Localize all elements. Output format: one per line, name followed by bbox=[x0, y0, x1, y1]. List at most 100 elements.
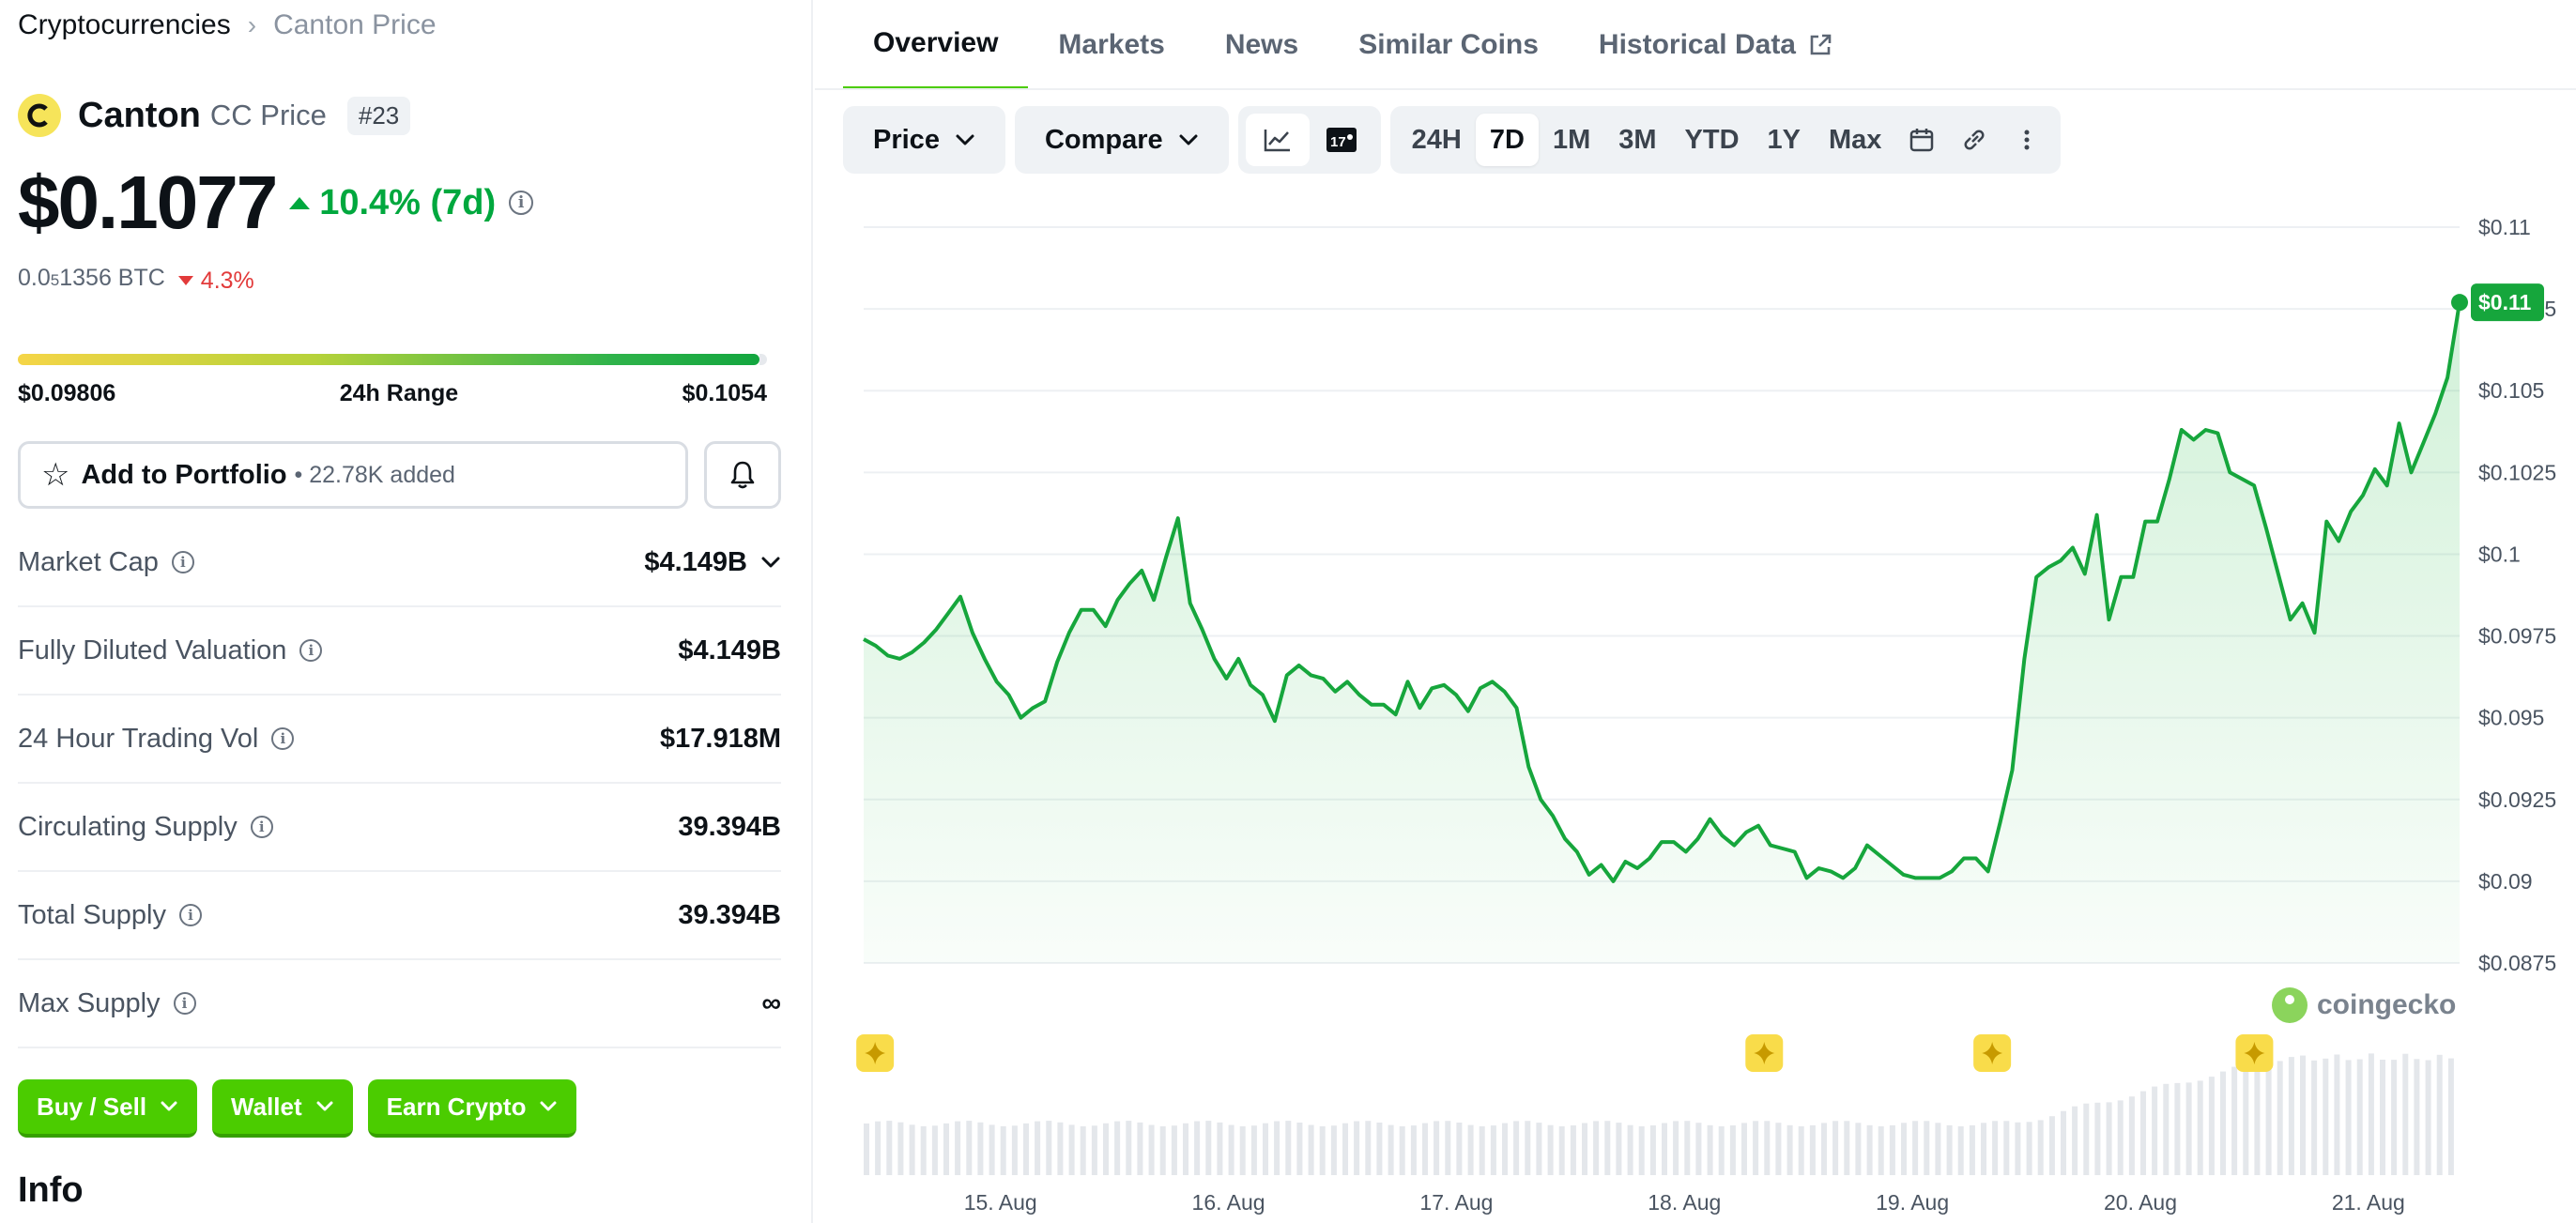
tab-overview[interactable]: Overview bbox=[843, 0, 1029, 90]
caret-down-icon bbox=[177, 276, 193, 285]
stat-value-text: 39.394B bbox=[678, 811, 781, 842]
x-tick-label: 20. Aug bbox=[2104, 1190, 2177, 1215]
range-7d[interactable]: 7D bbox=[1475, 114, 1539, 166]
event-star-marker[interactable] bbox=[1745, 1034, 1784, 1072]
volume-bar bbox=[886, 1121, 893, 1175]
chevron-down-icon[interactable] bbox=[760, 556, 781, 569]
tab-markets[interactable]: Markets bbox=[1028, 0, 1194, 90]
volume-bar bbox=[1786, 1124, 1793, 1175]
coin-rank-badge: #23 bbox=[346, 96, 411, 135]
earn-crypto-button[interactable]: Earn Crypto bbox=[367, 1079, 577, 1138]
share-link-button[interactable] bbox=[1948, 114, 2001, 166]
info-icon[interactable]: i bbox=[299, 639, 323, 662]
volume-bar bbox=[1228, 1124, 1234, 1175]
volume-bar bbox=[1969, 1124, 1975, 1175]
range-24h[interactable]: 24H bbox=[1411, 124, 1462, 155]
volume-bar bbox=[2254, 1062, 2261, 1175]
info-icon[interactable]: i bbox=[171, 551, 194, 573]
price-alert-button[interactable] bbox=[704, 441, 781, 509]
price-dropdown[interactable]: Price bbox=[843, 106, 1005, 174]
info-icon[interactable]: i bbox=[509, 191, 534, 215]
line-chart-button[interactable] bbox=[1245, 114, 1310, 166]
coingecko-watermark: coingecko bbox=[2272, 987, 2456, 1023]
event-star-marker[interactable] bbox=[1973, 1034, 2012, 1072]
tab-news[interactable]: News bbox=[1195, 0, 1328, 90]
more-options-button[interactable] bbox=[2001, 114, 2053, 166]
volume-bar bbox=[1844, 1121, 1850, 1175]
info-icon[interactable]: i bbox=[271, 727, 295, 750]
tab-historical-data[interactable]: Historical Data bbox=[1569, 0, 1863, 90]
volume-bar bbox=[1239, 1126, 1246, 1175]
tab-similar-coins[interactable]: Similar Coins bbox=[1328, 0, 1569, 90]
tab-label: Markets bbox=[1058, 29, 1165, 60]
volume-bar bbox=[2391, 1060, 2398, 1175]
volume-bar bbox=[1707, 1124, 1713, 1175]
volume-bar bbox=[1832, 1121, 1839, 1175]
volume-bar bbox=[1684, 1121, 1691, 1175]
volume-bar bbox=[1114, 1121, 1121, 1175]
volume-bar bbox=[2436, 1054, 2443, 1175]
coin-name: Canton bbox=[78, 95, 201, 135]
chevron-right-icon: › bbox=[247, 10, 257, 39]
volume-bar bbox=[2026, 1122, 2032, 1175]
range-max[interactable]: Max bbox=[1829, 124, 1882, 155]
event-markers bbox=[856, 1034, 2274, 1072]
price-line bbox=[863, 301, 2461, 883]
tab-label: News bbox=[1224, 29, 1299, 60]
tradingview-button[interactable]: 17 bbox=[1310, 114, 1373, 166]
volume-bar bbox=[955, 1121, 961, 1175]
portfolio-added-count: • 22.78K added bbox=[294, 461, 455, 488]
calendar-button[interactable] bbox=[1895, 114, 1948, 166]
volume-bar bbox=[1274, 1121, 1280, 1175]
volume-bar bbox=[1217, 1122, 1223, 1175]
canton-logo-icon bbox=[18, 94, 61, 137]
volume-bar bbox=[1479, 1126, 1485, 1175]
volume-bar bbox=[1582, 1123, 1587, 1175]
range-1m[interactable]: 1M bbox=[1552, 124, 1591, 155]
volume-bar bbox=[1137, 1122, 1143, 1175]
range-1y[interactable]: 1Y bbox=[1767, 124, 1802, 155]
volume-bar bbox=[2094, 1102, 2101, 1175]
volume-bar bbox=[2220, 1071, 2226, 1175]
volume-bar bbox=[1957, 1126, 1964, 1175]
stat-label: Circulating Supply i bbox=[18, 812, 273, 843]
volume-bar bbox=[1091, 1125, 1097, 1175]
volume-bar bbox=[1296, 1123, 1303, 1175]
breadcrumb-cryptocurrencies[interactable]: Cryptocurrencies bbox=[18, 9, 231, 40]
stat-label-text: Circulating Supply bbox=[18, 811, 238, 842]
volume-bar bbox=[1570, 1125, 1576, 1175]
volume-bar bbox=[2015, 1122, 2021, 1175]
current-price-dot bbox=[2451, 294, 2468, 312]
info-icon[interactable]: i bbox=[173, 992, 196, 1015]
volume-bars bbox=[864, 1053, 2454, 1175]
event-star-marker[interactable] bbox=[856, 1034, 895, 1072]
line-chart-icon bbox=[1264, 130, 1290, 152]
range-ytd[interactable]: YTD bbox=[1684, 124, 1740, 155]
volume-bar bbox=[1924, 1121, 1930, 1175]
volume-bar bbox=[1649, 1125, 1656, 1175]
y-tick-label: $0.09 bbox=[2478, 869, 2533, 894]
btc-price-zeros: 5 bbox=[50, 271, 60, 289]
volume-bar bbox=[1183, 1123, 1188, 1175]
volume-bar bbox=[1080, 1126, 1086, 1175]
price-change-7d: 10.4% (7d) bbox=[289, 183, 496, 223]
volume-bar bbox=[1718, 1126, 1725, 1175]
volume-bar bbox=[1741, 1123, 1747, 1175]
buy-sell-button[interactable]: Buy / Sell bbox=[18, 1079, 198, 1138]
volume-bar bbox=[1308, 1124, 1314, 1175]
volume-bar bbox=[1912, 1121, 1919, 1175]
wallet-button[interactable]: Wallet bbox=[212, 1079, 353, 1138]
compare-dropdown[interactable]: Compare bbox=[1014, 106, 1229, 174]
event-star-marker[interactable] bbox=[2235, 1034, 2274, 1072]
info-icon[interactable]: i bbox=[179, 904, 202, 926]
info-icon[interactable]: i bbox=[250, 816, 273, 838]
btc-price: 0.0 5 1356 BTC 4.3% bbox=[18, 265, 254, 295]
range-3m[interactable]: 3M bbox=[1618, 124, 1657, 155]
volume-bar bbox=[1103, 1123, 1109, 1175]
compare-dropdown-label: Compare bbox=[1044, 124, 1163, 155]
add-to-portfolio-button[interactable]: ☆ Add to Portfolio • 22.78K added bbox=[18, 441, 688, 509]
price-chart: $0.11$0.1075$0.105$0.1025$0.1$0.0975$0.0… bbox=[856, 215, 2556, 1215]
volume-bar bbox=[1490, 1125, 1496, 1175]
volume-bar bbox=[1011, 1125, 1018, 1175]
volume-bar bbox=[1798, 1126, 1804, 1175]
